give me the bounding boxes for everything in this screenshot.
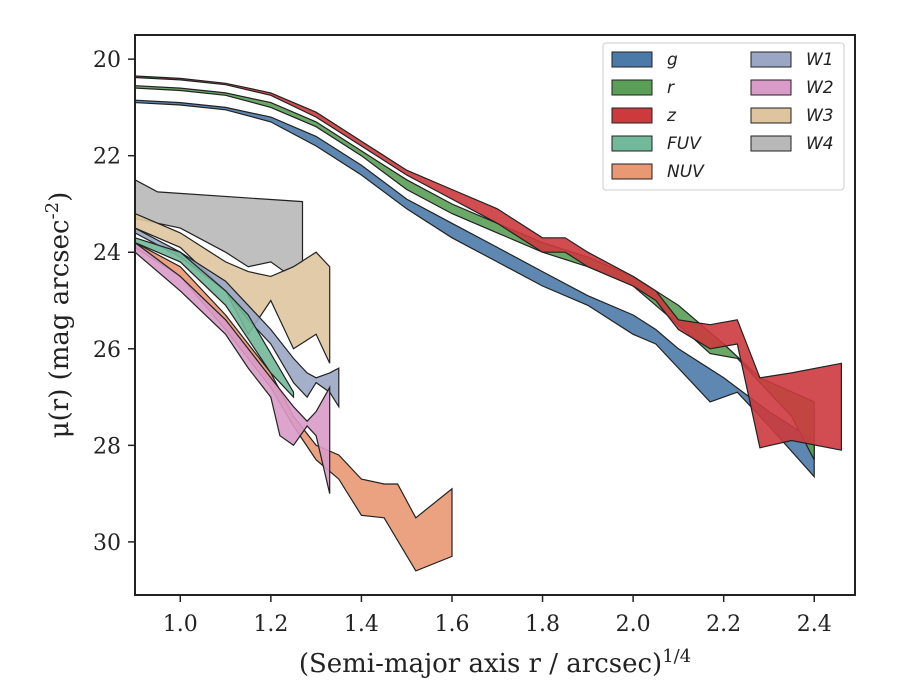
x-axis-label: (Semi-major axis r / arcsec)1/4 [299, 646, 691, 679]
x-tick-label-1-0: 1.0 [163, 612, 198, 637]
y-tick-label-20: 20 [93, 48, 121, 73]
y-tick-label-26: 26 [93, 338, 121, 363]
legend-label-g: g [667, 50, 678, 70]
y-tick-label-22: 22 [93, 145, 121, 170]
x-tick-label-1-6: 1.6 [434, 612, 469, 637]
legend-swatch-r [611, 79, 653, 96]
legend-swatch-w3 [750, 107, 792, 124]
x-tick-label-2-2: 2.2 [706, 612, 741, 637]
legend: grz FUV NUV W1 W2 W3 W4 [602, 42, 845, 191]
legend-label-w1: W1 [806, 50, 834, 70]
series-bands [134, 75, 842, 572]
legend-label-w3: W3 [806, 106, 834, 126]
legend-label-nuv: NUV [667, 162, 705, 182]
legend-swatch-g [611, 51, 653, 68]
band-fuv [134, 236, 295, 399]
band-z [134, 75, 842, 451]
legend-label-w4: W4 [806, 134, 834, 154]
legend-swatch-w2 [750, 79, 792, 96]
legend-swatch-w4 [750, 135, 792, 152]
x-tick-label-1-8: 1.8 [525, 612, 560, 637]
x-tick-label-1-2: 1.2 [253, 612, 288, 637]
x-tick-label-1-4: 1.4 [344, 612, 379, 637]
band-w2 [134, 241, 331, 494]
x-tick-label-2-0: 2.0 [616, 612, 651, 637]
x-tick-label-2-4: 2.4 [797, 612, 832, 637]
plot-frame [134, 34, 856, 596]
legend-label-w2: W2 [806, 78, 834, 98]
legend-label-r: r [667, 78, 675, 98]
legend-label-fuv: FUV [667, 134, 702, 154]
axis-ticks: 1.0 1.2 1.4 1.6 1.8 2.0 2.2 2.4 20 22 24 26 28 30 [93, 48, 832, 637]
band-w4 [134, 178, 304, 273]
legend-swatch-z [611, 107, 653, 124]
legend-label-z: z [666, 106, 677, 126]
legend-swatch-nuv [611, 163, 653, 180]
y-tick-label-24: 24 [93, 241, 121, 266]
legend-swatch-w1 [750, 51, 792, 68]
band-g [134, 99, 815, 479]
legend-swatch-fuv [611, 135, 653, 152]
y-axis-label: μ(r) (mag arcsec-2) [42, 192, 75, 439]
y-tick-label-28: 28 [93, 434, 121, 459]
y-tick-label-30: 30 [93, 531, 121, 556]
